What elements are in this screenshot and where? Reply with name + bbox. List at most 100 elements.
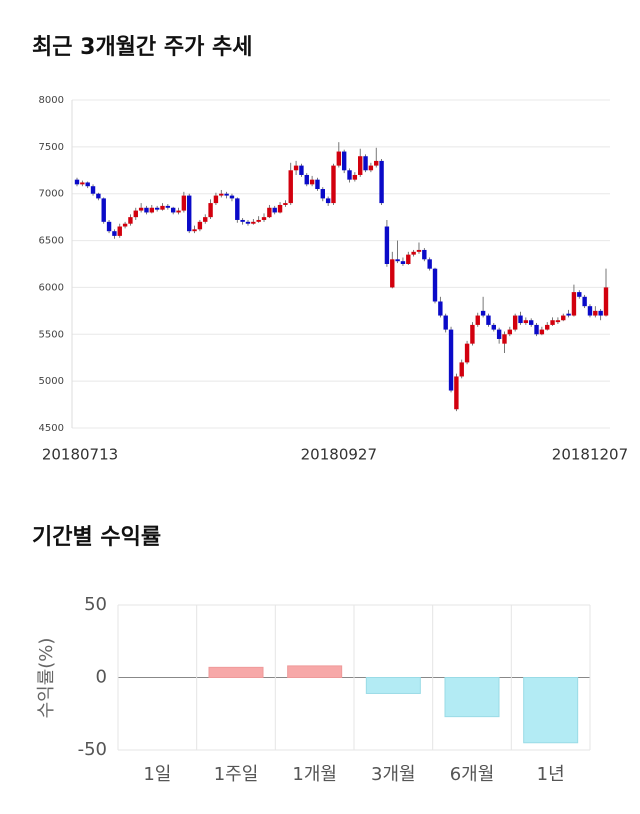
candle-body — [117, 226, 122, 236]
candle-body — [427, 259, 432, 269]
candle-body — [545, 324, 550, 330]
y-tick-label: 5000 — [39, 376, 64, 387]
candle-body — [112, 231, 117, 236]
candle-body — [374, 160, 379, 166]
x-tick-label: 1주일 — [214, 764, 259, 785]
y-tick-label: 6000 — [39, 282, 64, 293]
y-tick-label: -50 — [78, 739, 107, 760]
x-tick-label: 1일 — [143, 764, 171, 785]
x-tick-label: 20180713 — [42, 446, 118, 464]
candle-body — [480, 310, 486, 316]
candle-body — [138, 207, 144, 211]
y-tick-label: 8000 — [39, 95, 64, 106]
candle-body — [181, 195, 187, 211]
candle-body — [272, 207, 277, 213]
candle-body — [454, 376, 459, 410]
candle-body — [240, 219, 245, 222]
candle-body — [288, 170, 293, 204]
candle-body — [566, 313, 571, 316]
candle-body — [534, 324, 539, 335]
candle-body — [598, 310, 603, 316]
candle-body — [550, 320, 555, 325]
candle-body — [224, 193, 229, 196]
candle-body — [90, 186, 96, 194]
candle-body — [187, 195, 192, 232]
candle-body — [208, 203, 213, 218]
y-axis-label: 수익률(%) — [36, 638, 57, 719]
candle-body — [577, 292, 582, 297]
candle-body — [144, 207, 149, 213]
candle-body — [486, 315, 491, 325]
candle-body — [406, 254, 411, 264]
candle-body — [283, 203, 288, 205]
candle-body — [106, 221, 112, 232]
candle-body — [176, 210, 181, 213]
candle-body — [475, 315, 480, 325]
candle-body — [571, 292, 577, 316]
candle-body — [325, 198, 331, 204]
candle-body — [496, 329, 502, 339]
candle-body — [197, 221, 203, 230]
candle-body — [518, 315, 523, 324]
candle-body — [315, 179, 320, 190]
candle-body — [320, 189, 325, 199]
y-tick-label: 0 — [96, 667, 107, 688]
candle-body — [74, 179, 80, 185]
candle-body — [502, 334, 507, 344]
candle-body — [122, 223, 128, 227]
candle-body — [411, 251, 416, 255]
candle-body — [229, 195, 235, 199]
candle-body — [251, 221, 256, 224]
candle-body — [358, 156, 363, 175]
y-tick-label: 7000 — [39, 189, 64, 200]
candle-body — [512, 315, 518, 330]
candle-body — [133, 210, 138, 218]
candle-body — [587, 306, 593, 316]
candle-body — [464, 343, 470, 363]
bar — [523, 677, 579, 744]
candle-body — [267, 207, 272, 218]
x-tick-label: 1개월 — [292, 764, 337, 785]
candle-body — [336, 151, 342, 166]
candle-body — [299, 165, 304, 175]
candle-body — [443, 315, 448, 330]
candle-body — [416, 249, 422, 252]
candle-body — [160, 205, 165, 210]
candle-body — [85, 182, 90, 187]
candle-body — [304, 174, 309, 185]
candle-body — [470, 324, 475, 344]
candle-body — [438, 301, 443, 316]
y-tick-label: 4500 — [39, 423, 64, 434]
candle-body — [491, 324, 496, 330]
candle-body — [368, 165, 374, 171]
candle-body — [256, 219, 261, 222]
candle-body — [213, 195, 219, 204]
candle-body — [149, 207, 155, 213]
bar — [365, 677, 421, 694]
candle-body — [309, 179, 315, 185]
y-tick-label: 50 — [84, 594, 107, 615]
x-tick-label: 3개월 — [371, 764, 416, 785]
candle-body — [400, 261, 406, 264]
candle-body — [379, 160, 384, 204]
candle-body — [395, 259, 400, 262]
candle-body — [561, 315, 566, 321]
candle-body — [331, 165, 336, 204]
candle-body — [539, 329, 545, 335]
candle-body — [582, 296, 587, 307]
candle-body — [523, 320, 529, 324]
candle-body — [432, 268, 438, 302]
candle-body — [165, 205, 171, 208]
candle-body — [341, 151, 347, 171]
y-tick-label: 7500 — [39, 142, 64, 153]
candle-body — [203, 217, 208, 222]
y-tick-label: 5500 — [39, 329, 64, 340]
candle-body — [219, 193, 224, 196]
x-tick-label: 1년 — [537, 764, 565, 785]
candle-body — [192, 229, 197, 232]
candle-body — [363, 156, 368, 171]
candle-body — [245, 221, 251, 224]
candle-body — [347, 170, 352, 180]
bar — [287, 665, 343, 679]
